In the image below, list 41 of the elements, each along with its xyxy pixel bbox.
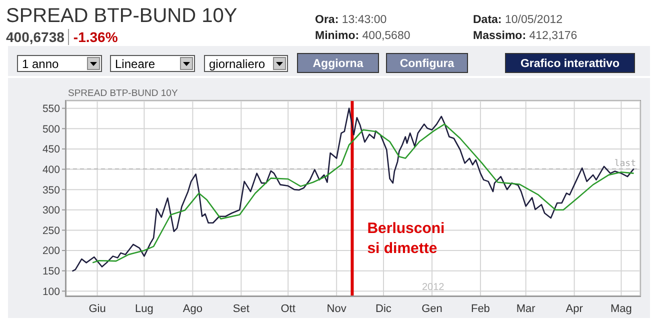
dropdown-field: Lineare — [110, 55, 195, 72]
line-series — [72, 108, 634, 272]
x-tick-label: Mag — [610, 302, 632, 315]
dropdown-field: giornaliero — [204, 55, 288, 72]
line-series — [92, 124, 634, 264]
text: Ora: 13:43:00 — [315, 14, 387, 26]
ref-line-label: Berlusconi si dimette — [367, 220, 445, 257]
button: Grafico interattivo — [505, 53, 635, 73]
x-tick-label: Ott — [280, 302, 296, 315]
button: Configura — [386, 53, 468, 73]
x-tick-label: Giu — [88, 302, 106, 315]
text: 400,6738 — [6, 29, 64, 45]
y-tick-label: 200 — [42, 245, 60, 258]
chart-title: SPREAD BTP-BUND 10Y — [6, 5, 238, 28]
x-tick-label: Lug — [135, 302, 154, 315]
chart-subtitle: SPREAD BTP-BUND 10Y — [68, 88, 178, 99]
y-tick-label: 100 — [42, 286, 60, 298]
text: Minimo: 400,5680 — [315, 30, 410, 42]
y-tick-label: 150 — [42, 266, 60, 278]
annotation: 2012 — [422, 282, 444, 293]
x-tick-label: Apr — [566, 302, 584, 315]
y-tick-label: 400 — [42, 164, 60, 176]
x-tick-label: Nov — [326, 302, 347, 315]
button: Aggiorna — [297, 53, 379, 73]
text: -1.36% — [68, 29, 118, 45]
x-tick-label: Ago — [182, 302, 202, 315]
y-tick-label: 300 — [42, 204, 60, 217]
x-tick-label: Feb — [470, 302, 490, 315]
x-tick-label: Set — [232, 302, 250, 315]
x-tick-label: Mar — [516, 302, 536, 315]
y-tick-label: 550 — [42, 103, 60, 116]
y-tick-label: 450 — [42, 144, 60, 156]
text: Data: 10/05/2012 — [473, 14, 563, 26]
y-tick-label: 250 — [42, 224, 60, 237]
dropdown-field: 1 anno — [17, 55, 102, 72]
x-tick-label: Gen — [422, 302, 442, 315]
ref-line-label: last — [614, 158, 636, 169]
y-tick-label: 350 — [42, 184, 60, 196]
y-tick-label: 500 — [42, 123, 60, 136]
x-tick-label: Dic — [376, 302, 392, 315]
text: Massimo: 412,3176 — [473, 30, 578, 42]
